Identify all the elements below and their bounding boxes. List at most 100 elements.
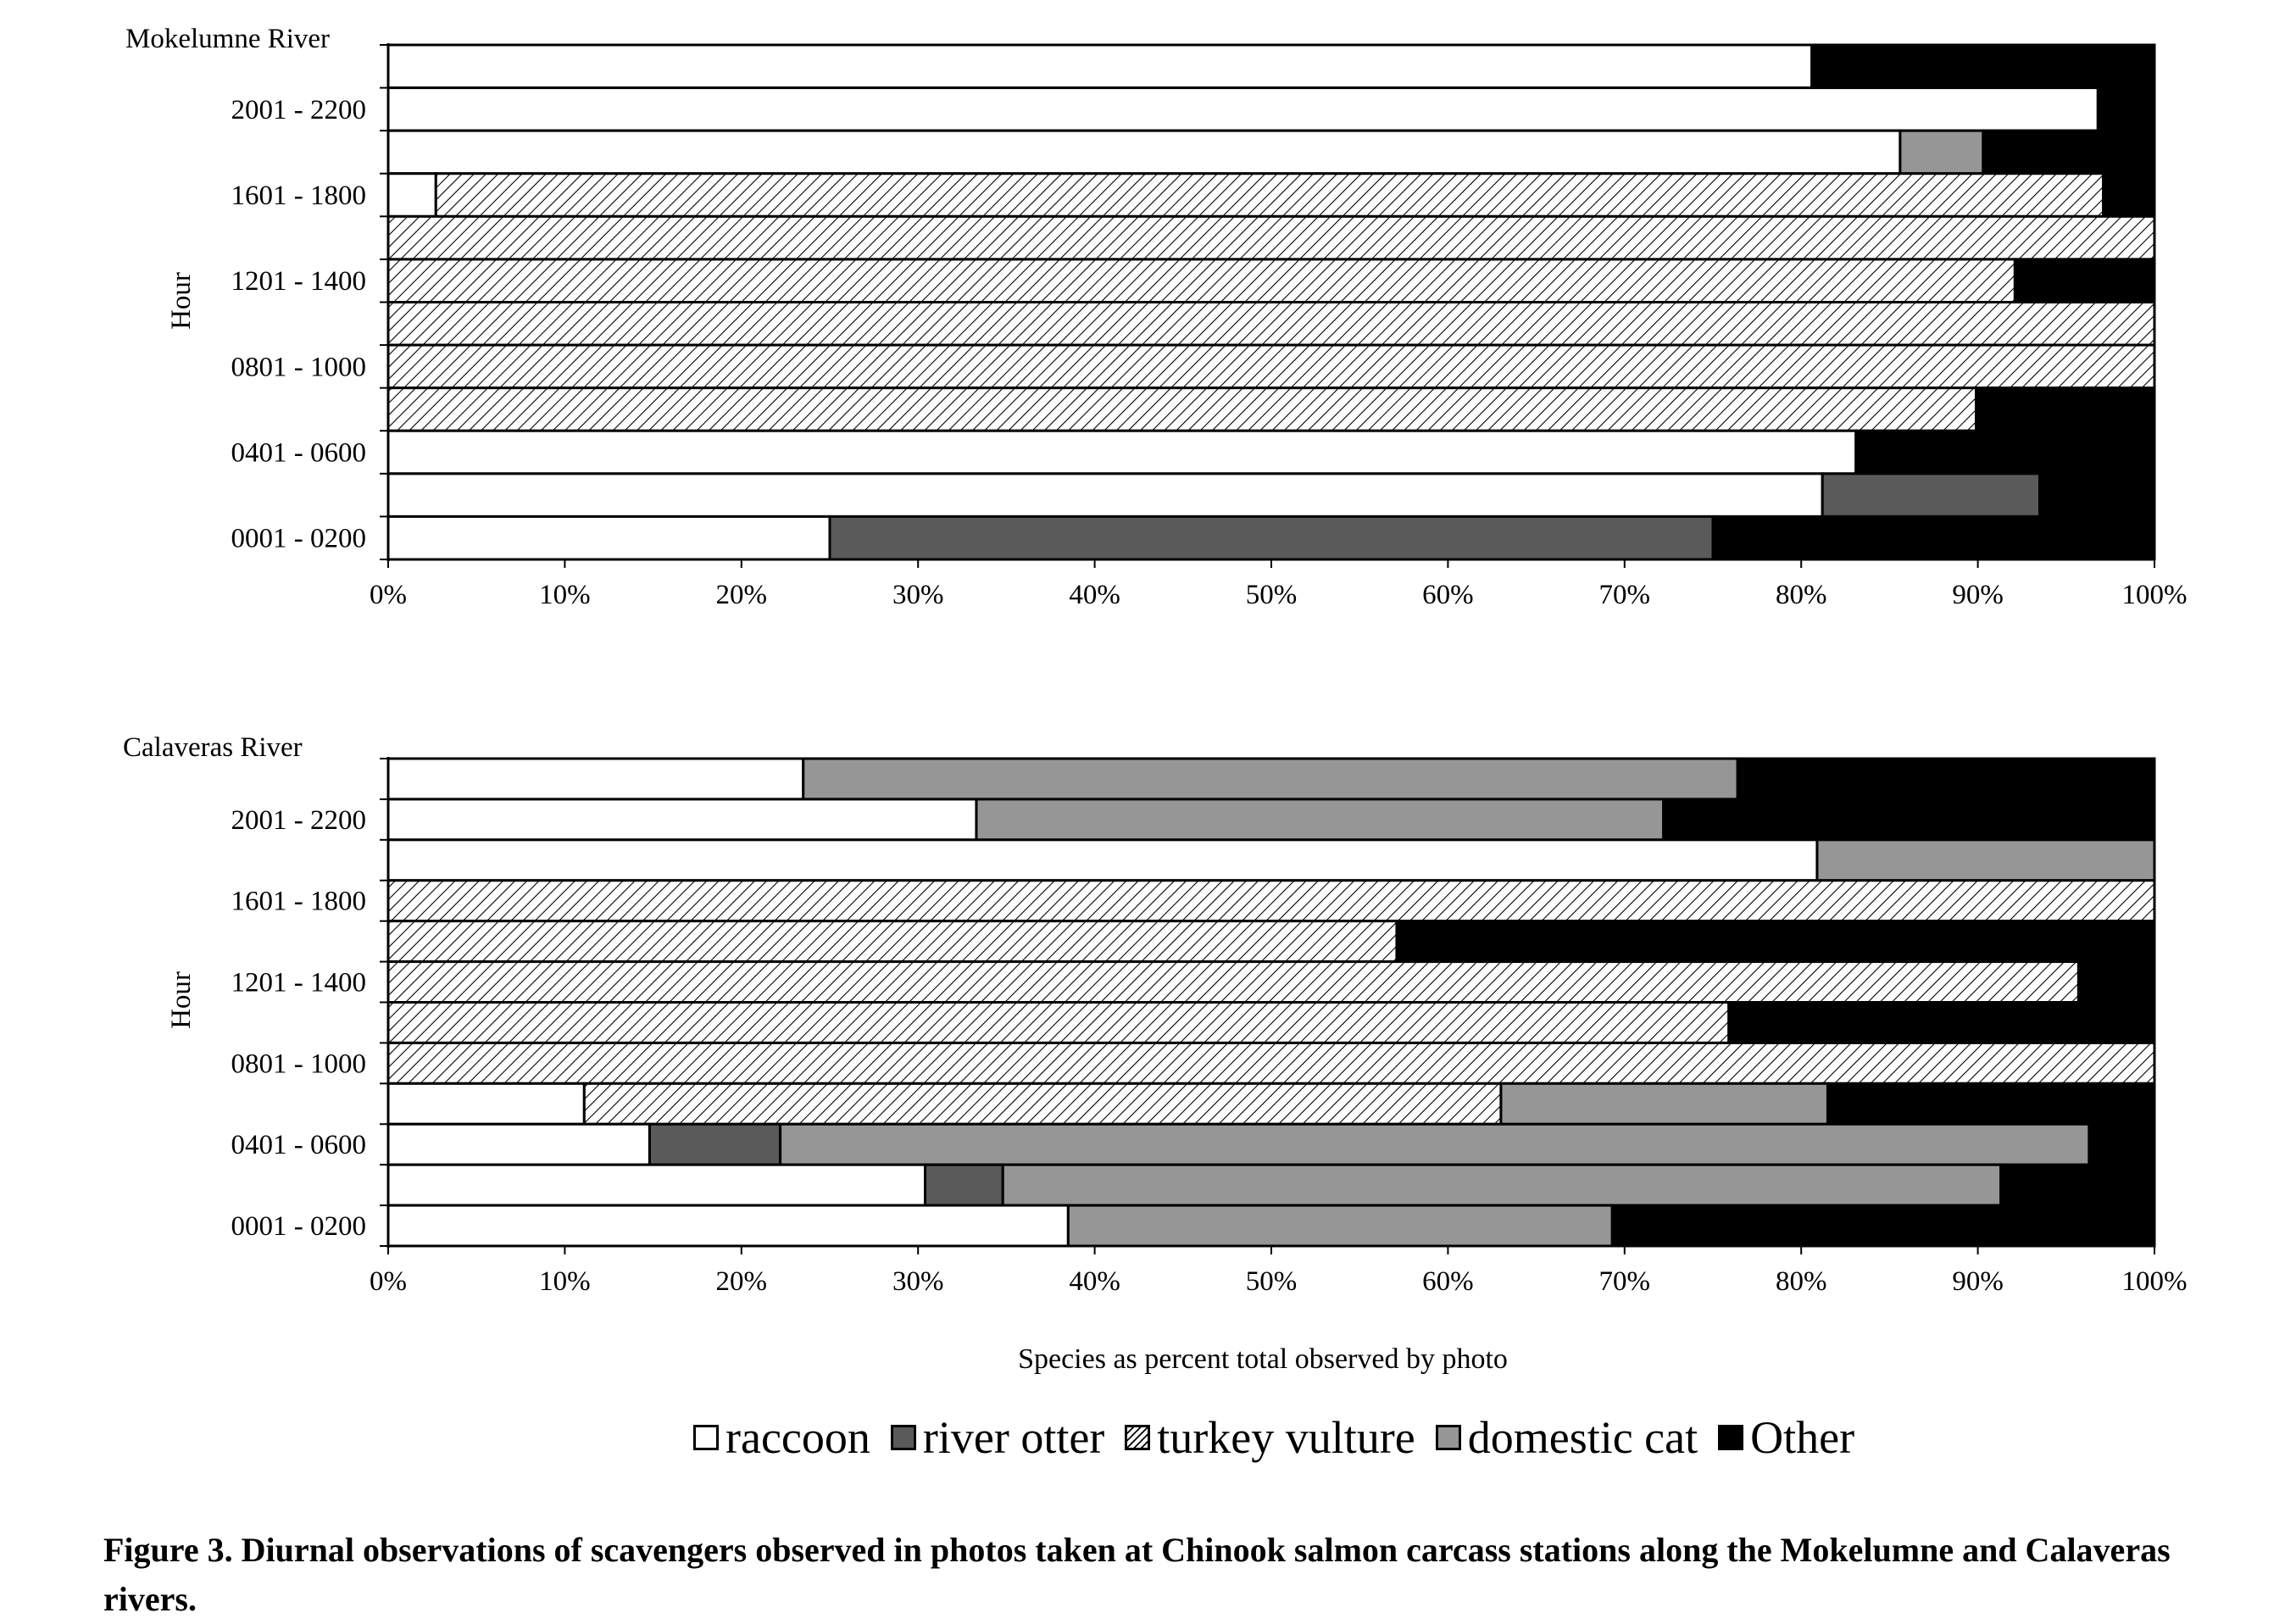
bar-mokelumne-turkey-vulture-row-3 — [434, 172, 2105, 218]
legend: raccoon river otter turkey vulture domes… — [693, 1411, 1875, 1464]
bar-mokelumne-other-row-1 — [2096, 86, 2156, 132]
bar-calaveras-domestic-cat-row-10 — [1001, 1163, 2003, 1207]
bar-mokelumne-turkey-vulture-row-4 — [386, 214, 2156, 261]
x-tick-label-calaveras-7: 70% — [1599, 1266, 1651, 1297]
bar-mokelumne-other-row-0 — [1810, 43, 2156, 90]
legend-item-river-otter: river otter — [890, 1411, 1105, 1464]
bar-calaveras-other-row-6 — [1727, 1001, 2156, 1044]
y-tick-label-mokelumne-4: 0401 - 0600 — [231, 438, 367, 469]
bar-calaveras-raccoon-row-11 — [386, 1204, 1070, 1248]
bar-mokelumne-other-row-8 — [1975, 387, 2156, 432]
legend-swatch-turkey-vulture — [1125, 1425, 1151, 1450]
x-tick-label-mokelumne-8: 80% — [1776, 580, 1827, 610]
bar-mokelumne-domestic-cat-row-2 — [1899, 129, 1985, 175]
legend-swatch-domestic-cat — [1435, 1425, 1461, 1450]
bar-calaveras-raccoon-row-9 — [386, 1122, 651, 1166]
x-tick-label-mokelumne-7: 70% — [1599, 580, 1651, 610]
x-axis-title: Species as percent total observed by pho… — [1018, 1343, 1508, 1375]
bar-mokelumne-other-row-10 — [2038, 472, 2156, 518]
bar-calaveras-raccoon-row-8 — [386, 1082, 586, 1126]
bar-calaveras-other-row-0 — [1736, 757, 2156, 801]
x-tick-label-calaveras-8: 80% — [1776, 1266, 1827, 1297]
bar-calaveras-turkey-vulture-row-4 — [386, 920, 1398, 964]
bar-calaveras-raccoon-row-1 — [386, 798, 978, 842]
x-tick-label-calaveras-4: 40% — [1069, 1266, 1120, 1297]
y-tick-label-calaveras-4: 0401 - 0600 — [231, 1130, 367, 1160]
x-tick-label-mokelumne-0: 0% — [370, 580, 407, 610]
bar-mokelumne-turkey-vulture-row-8 — [386, 387, 1978, 432]
bar-mokelumne-turkey-vulture-row-5 — [386, 258, 2016, 303]
legend-item-domestic-cat: domestic cat — [1435, 1411, 1698, 1464]
mokelumne-chart: Mokelumne River 0% 10% 20% 30% 40% 50% 60% 70% 8… — [125, 24, 2188, 610]
y-axis-title-calaveras: Hour — [166, 971, 197, 1029]
bar-mokelumne-raccoon-row-2 — [386, 129, 1902, 175]
legend-item-turkey-vulture: turkey vulture — [1125, 1411, 1415, 1464]
legend-label-turkey-vulture: turkey vulture — [1157, 1412, 1415, 1463]
bar-calaveras-domestic-cat-row-1 — [975, 798, 1665, 842]
legend-item-raccoon: raccoon — [693, 1411, 870, 1464]
legend-label-domestic-cat: domestic cat — [1467, 1412, 1698, 1463]
legend-label-other: Other — [1750, 1412, 1855, 1463]
x-tick-label-calaveras-1: 10% — [539, 1266, 591, 1297]
x-tick-label-mokelumne-1: 10% — [539, 580, 591, 610]
x-tick-label-mokelumne-3: 30% — [892, 580, 944, 610]
bar-calaveras-river-otter-row-9 — [648, 1122, 782, 1166]
x-tick-label-mokelumne-2: 20% — [716, 580, 768, 610]
bar-mokelumne-raccoon-row-0 — [386, 43, 1814, 90]
bar-mokelumne-raccoon-row-11 — [386, 514, 831, 561]
y-tick-label-calaveras-1: 1601 - 1800 — [231, 887, 367, 917]
y-tick-label-calaveras-2: 1201 - 1400 — [231, 968, 367, 998]
x-tick-label-calaveras-3: 30% — [892, 1266, 944, 1297]
figure-caption: Figure 3. Diurnal observations of scaven… — [103, 1531, 2171, 1618]
bar-mokelumne-raccoon-row-3 — [386, 172, 437, 218]
x-tick-label-mokelumne-9: 90% — [1952, 580, 2004, 610]
bar-calaveras-domestic-cat-row-9 — [779, 1122, 2091, 1166]
legend-swatch-river-otter — [890, 1425, 916, 1450]
bar-calaveras-other-row-1 — [1662, 798, 2156, 842]
bar-mokelumne-raccoon-row-9 — [386, 429, 1858, 476]
x-tick-label-calaveras-9: 90% — [1952, 1266, 2004, 1297]
calaveras-chart: Calaveras River 0% 10% 20% 30% 40% 50% 60% 70% 8… — [123, 732, 2188, 1297]
y-tick-label-mokelumne-5: 0001 - 0200 — [231, 524, 367, 554]
legend-swatch-other — [1718, 1425, 1744, 1450]
legend-item-other: Other — [1718, 1411, 1854, 1464]
bar-calaveras-domestic-cat-row-11 — [1066, 1204, 1614, 1248]
bar-calaveras-domestic-cat-row-2 — [1815, 838, 2156, 882]
y-tick-label-calaveras-0: 2001 - 2200 — [231, 805, 367, 836]
x-tick-label-calaveras-5: 50% — [1246, 1266, 1298, 1297]
y-tick-label-mokelumne-2: 1201 - 1400 — [231, 266, 367, 297]
bar-calaveras-river-otter-row-10 — [924, 1163, 1004, 1207]
bar-calaveras-other-row-11 — [1610, 1204, 2156, 1248]
bar-mokelumne-raccoon-row-1 — [386, 86, 2099, 132]
bar-calaveras-raccoon-row-0 — [386, 757, 805, 801]
bar-calaveras-turkey-vulture-row-5 — [386, 960, 2080, 1004]
x-tick-label-mokelumne-6: 60% — [1422, 580, 1474, 610]
panel-title-mokelumne: Mokelumne River — [125, 24, 330, 54]
bar-mokelumne-other-row-5 — [2013, 258, 2156, 303]
bar-calaveras-other-row-9 — [2088, 1122, 2156, 1166]
legend-label-raccoon: raccoon — [725, 1412, 870, 1463]
legend-swatch-raccoon — [693, 1425, 719, 1450]
bar-calaveras-domestic-cat-row-8 — [1499, 1082, 1829, 1126]
legend-label-river-otter: river otter — [922, 1412, 1105, 1463]
panel-title-calaveras: Calaveras River — [123, 732, 303, 763]
bar-mokelumne-other-row-11 — [1711, 514, 2156, 561]
x-tick-label-calaveras-0: 0% — [370, 1266, 407, 1297]
bar-mokelumne-raccoon-row-10 — [386, 472, 1824, 518]
y-tick-label-mokelumne-1: 1601 - 1800 — [231, 181, 367, 211]
y-tick-label-mokelumne-0: 2001 - 2200 — [231, 95, 367, 125]
bar-mokelumne-turkey-vulture-row-6 — [386, 301, 2156, 347]
x-tick-label-calaveras-10: 100% — [2122, 1266, 2188, 1297]
bar-calaveras-other-row-10 — [1999, 1163, 2156, 1207]
bar-calaveras-domestic-cat-row-0 — [802, 757, 1739, 801]
bar-calaveras-raccoon-row-10 — [386, 1163, 927, 1207]
bar-calaveras-turkey-vulture-row-3 — [386, 879, 2156, 923]
bar-calaveras-other-row-4 — [1395, 920, 2156, 964]
bar-mokelumne-other-row-9 — [1854, 429, 2156, 476]
x-tick-label-mokelumne-10: 100% — [2122, 580, 2188, 610]
bar-mokelumne-other-row-2 — [1982, 129, 2156, 175]
bar-calaveras-turkey-vulture-row-7 — [386, 1041, 2156, 1085]
bar-calaveras-other-row-8 — [1826, 1082, 2156, 1126]
y-tick-label-mokelumne-3: 0801 - 1000 — [231, 352, 367, 382]
bar-calaveras-raccoon-row-2 — [386, 838, 1819, 882]
